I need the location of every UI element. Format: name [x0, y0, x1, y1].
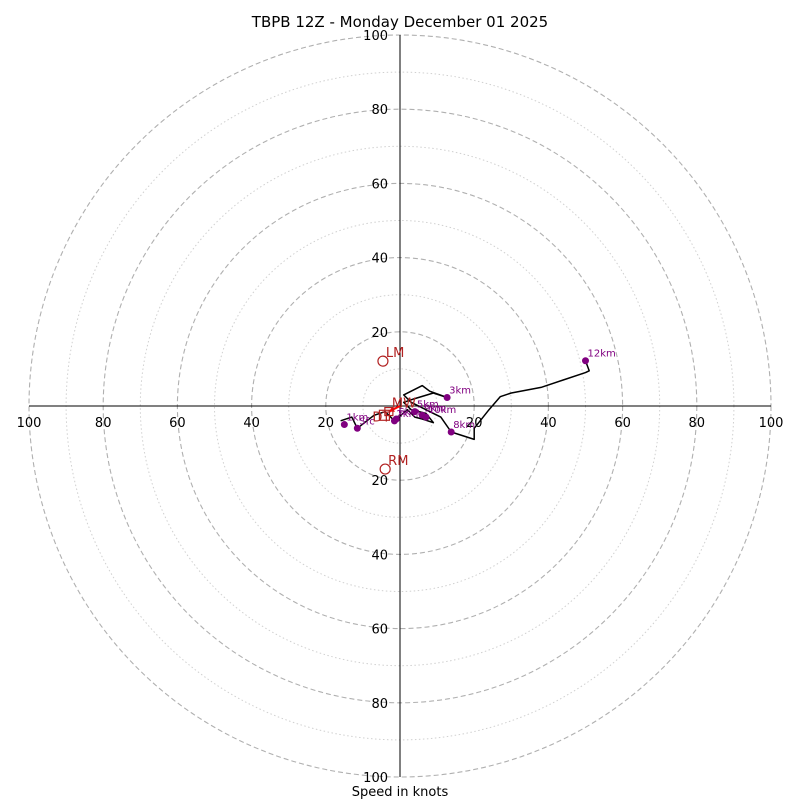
- storm-motion-dt-label: DT: [372, 410, 390, 425]
- tick-top-20: 20: [371, 326, 388, 341]
- x-axis-label: Speed in knots: [352, 785, 449, 800]
- height-marker-8km: [447, 428, 455, 436]
- tick-labels: 100 80 60 40 20 20 40 60 80 100 100 80 60 40 20 20 40 60 8…: [17, 29, 784, 786]
- height-marker-1km: [340, 421, 348, 429]
- height-label-8km: 8km: [453, 420, 475, 431]
- storm-motion-dt-marker: [378, 409, 391, 421]
- storm-motion-lm-label: LM: [386, 346, 404, 361]
- height-label-5km: 5km: [417, 400, 439, 411]
- tick-top-100: 100: [363, 29, 388, 44]
- storm-motion-rm-marker: [379, 463, 391, 475]
- tick-bottom-80: 80: [371, 697, 388, 712]
- storm-motion-mw-label: MW: [392, 397, 416, 412]
- tick-right-80: 80: [689, 416, 706, 431]
- storm-motion-lm-marker: [377, 355, 389, 367]
- height-marker-12km: [582, 357, 589, 365]
- tick-top-40: 40: [371, 252, 388, 267]
- tick-right-60: 60: [614, 416, 631, 431]
- height-label-2km: 2km: [396, 409, 418, 420]
- tick-bottom-60: 60: [371, 623, 388, 638]
- chart-title: TBPB 12Z - Monday December 01 2025: [251, 13, 548, 31]
- tick-left-100: 100: [17, 416, 42, 431]
- height-label-10km: 10km: [428, 405, 456, 416]
- height-label-6km: 6km: [398, 407, 420, 418]
- height-label-9km: 9km: [424, 403, 446, 414]
- height-marker-6km: [392, 415, 400, 423]
- tick-top-60: 60: [371, 177, 388, 192]
- tick-left-60: 60: [169, 416, 186, 431]
- height-marker-5km: [411, 408, 419, 416]
- height-marker-3km: [443, 393, 451, 401]
- height-label-1km: 1km: [346, 413, 368, 424]
- tick-right-40: 40: [540, 416, 557, 431]
- tick-right-100: 100: [759, 416, 784, 431]
- tick-bottom-40: 40: [371, 548, 388, 563]
- tick-right-20: 20: [466, 416, 483, 431]
- height-label-3km: 3km: [449, 385, 471, 396]
- height-marker-sfc: [353, 424, 361, 432]
- tick-bottom-20: 20: [371, 474, 388, 489]
- tick-top-80: 80: [371, 103, 388, 118]
- tick-left-80: 80: [95, 416, 112, 431]
- storm-motion-rm-label: RM: [388, 454, 408, 469]
- height-label-12km: 12km: [588, 349, 616, 360]
- tick-left-40: 40: [243, 416, 260, 431]
- height-label-sfc: Sfc: [359, 416, 374, 427]
- tick-left-20: 20: [318, 416, 335, 431]
- tick-bottom-100: 100: [363, 771, 388, 786]
- height-marker-10km: [422, 413, 430, 421]
- hodograph-line: [340, 360, 590, 441]
